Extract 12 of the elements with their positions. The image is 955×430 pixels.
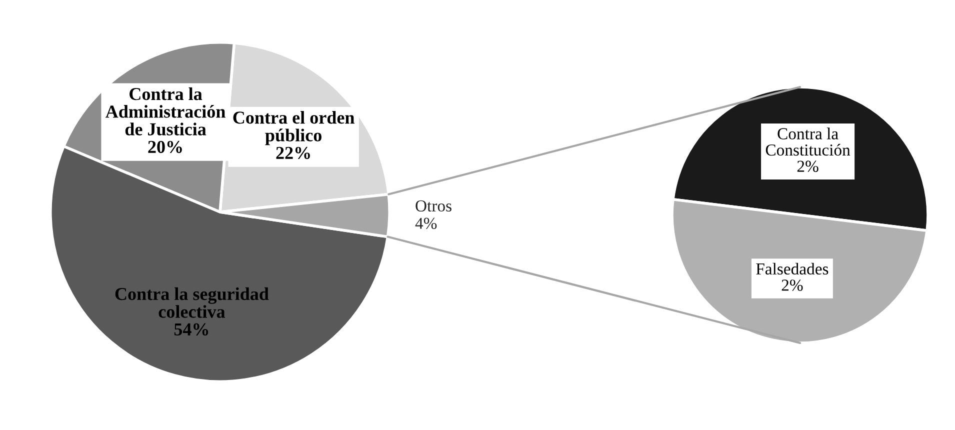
data-label: 4% <box>415 218 437 230</box>
slice-label: Contra la seguridad colectiva <box>115 287 269 318</box>
slice-label: Contra la Constitución <box>766 128 850 156</box>
data-label: 54% <box>174 323 208 336</box>
slice-label: Falsedades <box>756 262 828 275</box>
data-label: 2% <box>797 160 818 172</box>
slice-label: Contra el orden público <box>233 111 354 146</box>
data-label: 2% <box>782 280 803 291</box>
data-label: 20% <box>148 140 182 154</box>
slice-label: Contra la Administración de Justicia <box>106 87 226 136</box>
data-label: 22% <box>276 146 310 160</box>
slice-label: Otros <box>416 200 452 212</box>
